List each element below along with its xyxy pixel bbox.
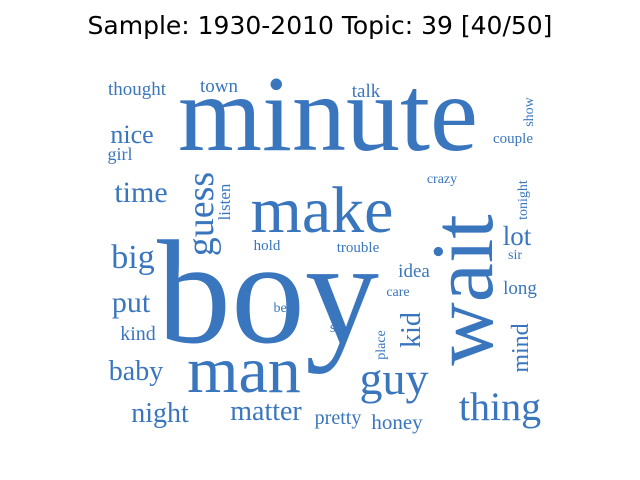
cloud-word-listen: listen [215, 183, 234, 220]
cloud-word-sit: sit [330, 320, 345, 336]
cloud-word-girl: girl [108, 144, 133, 164]
cloud-word-make: make [251, 174, 394, 247]
cloud-word-long: long [503, 278, 537, 299]
cloud-word-honey: honey [371, 410, 423, 434]
cloud-word-kid: kid [396, 312, 427, 348]
cloud-word-thing: thing [459, 384, 541, 429]
cloud-word-minute: minute [178, 55, 478, 174]
cloud-word-thought: thought [108, 79, 167, 100]
cloud-word-nice: nice [110, 120, 153, 149]
cloud-word-lot: lot [503, 221, 532, 251]
cloud-word-place: place [374, 330, 389, 360]
cloud-word-boy: boy [157, 211, 379, 375]
cloud-word-town: town [200, 76, 239, 97]
cloud-word-wait: wait [415, 214, 512, 366]
cloud-word-pretty: pretty [315, 407, 362, 429]
cloud-word-tonight: tonight [516, 180, 531, 220]
cloud-word-put: put [112, 286, 151, 319]
cloud-word-care: care [386, 285, 409, 300]
cloud-word-couple: couple [493, 131, 533, 147]
cloud-word-baby: baby [109, 356, 163, 387]
figure-title: Sample: 1930-2010 Topic: 39 [40/50] [87, 11, 553, 40]
cloud-word-time: time [114, 176, 167, 209]
cloud-word-trouble: trouble [337, 240, 380, 256]
cloud-word-kind: kind [120, 323, 156, 345]
cloud-word-matter: matter [230, 396, 302, 427]
cloud-word-sir: sir [508, 248, 522, 263]
cloud-word-mind: mind [508, 323, 534, 372]
cloud-word-big: big [111, 239, 154, 276]
cloud-word-guess: guess [180, 172, 222, 256]
cloud-word-talk: talk [352, 81, 381, 102]
cloud-word-man: man [187, 334, 301, 407]
cloud-word-crazy: crazy [427, 172, 457, 187]
cloud-word-show: show [522, 96, 537, 126]
cloud-word-idea: idea [398, 261, 430, 282]
cloud-word-hold: hold [254, 238, 281, 254]
cloud-word-night: night [131, 398, 189, 429]
cloud-word-guy: guy [360, 353, 429, 404]
cloud-word-bet: bet [273, 301, 290, 316]
